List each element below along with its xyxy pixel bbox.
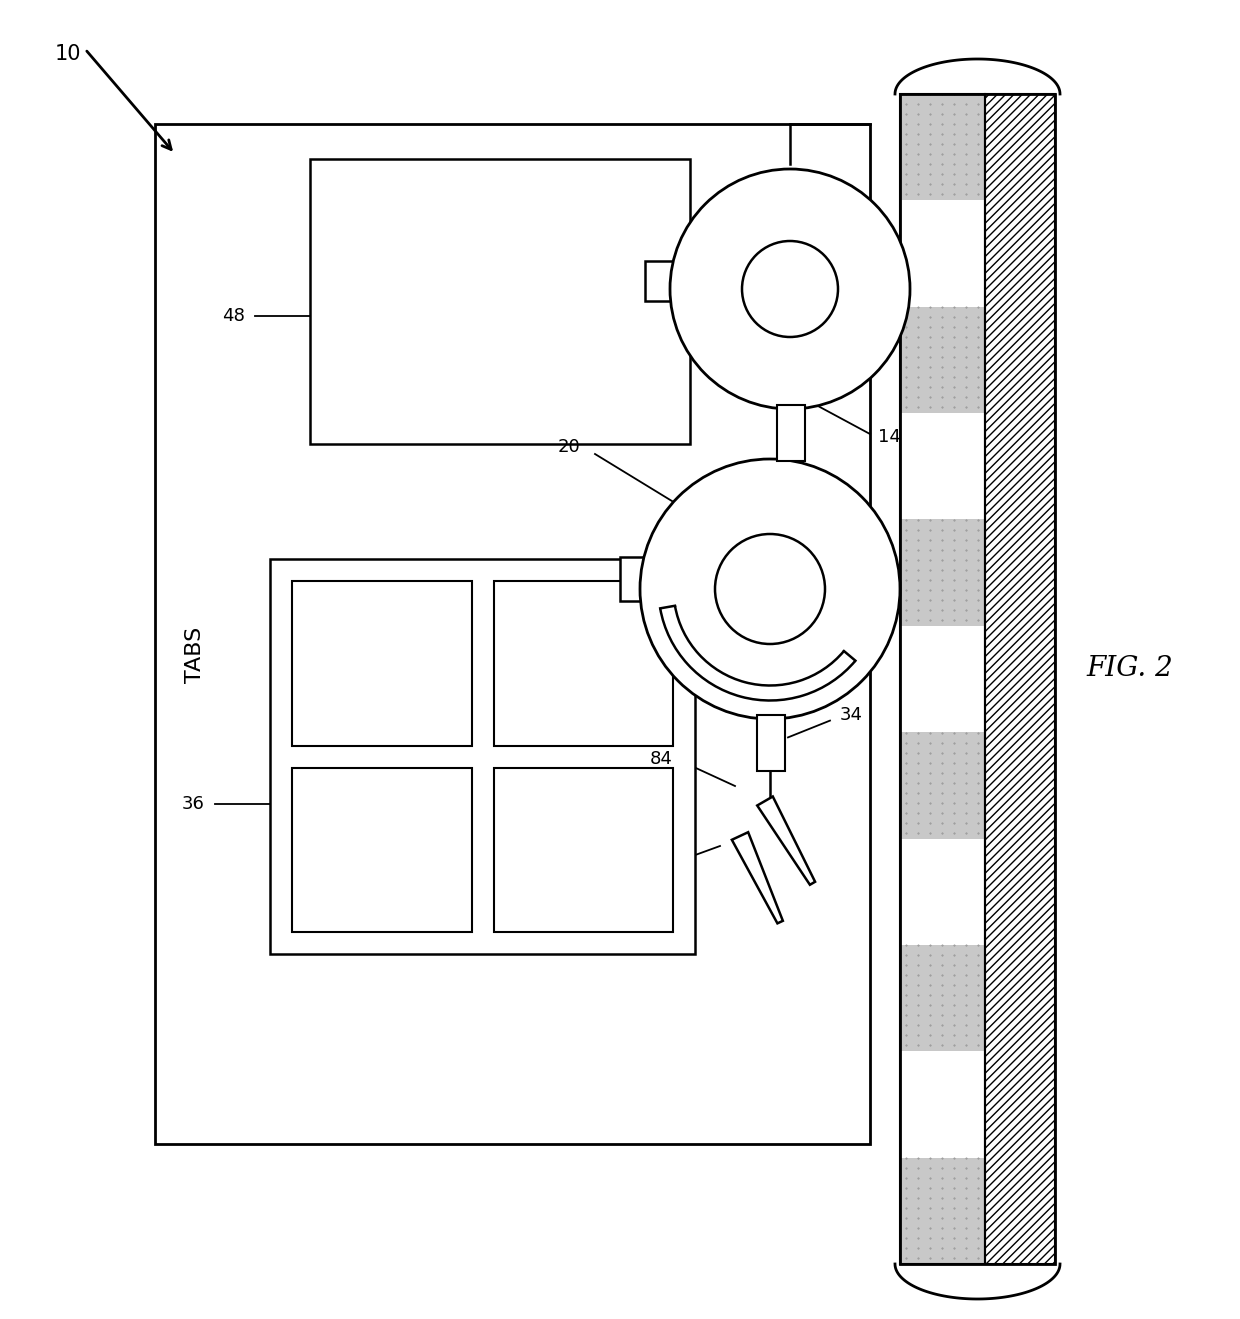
- Text: 46: 46: [570, 650, 595, 670]
- Bar: [291, 768, 471, 933]
- Bar: [494, 580, 673, 745]
- Text: 84: 84: [630, 860, 653, 878]
- Bar: [900, 200, 985, 307]
- Bar: [900, 94, 985, 1264]
- Text: 36: 36: [182, 795, 205, 813]
- Polygon shape: [645, 231, 728, 344]
- Text: 44: 44: [570, 838, 595, 856]
- Bar: [270, 559, 694, 954]
- Bar: [900, 94, 1055, 1264]
- Bar: [900, 413, 985, 520]
- Bar: [900, 1051, 985, 1158]
- Text: 32: 32: [520, 594, 542, 612]
- Bar: [291, 580, 471, 745]
- Bar: [777, 405, 805, 462]
- Text: 84: 84: [650, 751, 673, 768]
- Bar: [310, 160, 689, 445]
- Bar: [494, 768, 673, 933]
- Circle shape: [670, 169, 910, 409]
- Text: 10: 10: [55, 44, 82, 65]
- Bar: [756, 715, 785, 772]
- Bar: [900, 307, 985, 413]
- Bar: [900, 1158, 985, 1264]
- Text: TABS: TABS: [185, 627, 205, 682]
- Bar: [900, 94, 985, 200]
- Bar: [900, 839, 985, 944]
- Text: 42: 42: [370, 650, 394, 670]
- Bar: [900, 944, 985, 1051]
- Text: 40: 40: [370, 838, 394, 856]
- Text: 20: 20: [557, 438, 580, 456]
- Circle shape: [715, 534, 825, 644]
- Text: FIG. 2: FIG. 2: [1086, 656, 1173, 682]
- Text: 38: 38: [579, 716, 601, 733]
- Polygon shape: [732, 832, 782, 923]
- Circle shape: [742, 241, 838, 336]
- Circle shape: [640, 459, 900, 719]
- Bar: [900, 625, 985, 732]
- Bar: [155, 124, 870, 1144]
- Bar: [900, 520, 985, 625]
- Text: 48: 48: [222, 307, 246, 324]
- Text: 34: 34: [839, 706, 863, 724]
- Polygon shape: [620, 528, 706, 649]
- Text: 14: 14: [878, 427, 901, 446]
- Polygon shape: [758, 797, 815, 885]
- Bar: [985, 94, 1055, 1264]
- Bar: [900, 732, 985, 839]
